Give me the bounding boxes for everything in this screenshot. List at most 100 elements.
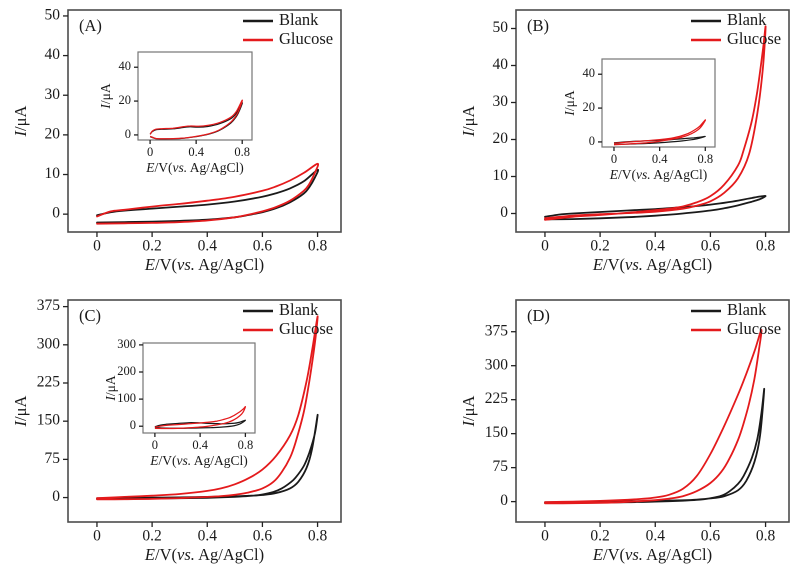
x-tick-label: 0.8 [756,527,776,544]
x-tick-label: 0.4 [652,152,668,166]
panel-label: (A) [79,16,102,35]
x-tick-label: 0 [611,152,617,166]
x-tick-label: 0.6 [701,237,721,254]
legend-label-blank: Blank [279,300,319,319]
panel-label: (C) [79,306,101,325]
y-tick-label: 225 [485,390,509,407]
legend-label-glucose: Glucose [727,29,781,48]
panel-label: (B) [527,16,549,35]
y-tick-label: 30 [45,86,61,103]
curve-blank [96,414,319,500]
x-tick-label: 0.4 [188,145,204,159]
y-tick-label: 200 [117,364,136,378]
y-tick-label: 20 [493,130,509,147]
y-tick-label: 40 [119,59,132,73]
x-tick-label: 0.4 [646,237,666,254]
inset-curve-glucose [613,119,707,146]
curve-glucose [96,315,319,501]
y-axis-title: I/μA [11,105,30,137]
y-tick-label: 75 [45,450,61,467]
legend-label-blank: Blank [279,10,319,29]
curve-blank [96,168,320,224]
x-tick-label: 0.2 [590,237,609,254]
curve-glucose [544,25,767,221]
x-axis-title: E/V(vs. Ag/AgCl) [592,255,712,274]
x-tick-label: 0.2 [142,527,161,544]
y-axis-title: I/μA [459,395,478,427]
curve-blank [544,387,766,504]
curve-glucose [544,328,763,505]
x-tick-label: 0.4 [646,527,666,544]
x-tick-label: 0.4 [198,237,218,254]
x-tick-label: 0 [152,438,158,452]
legend-label-glucose: Glucose [279,29,333,48]
legend-label-blank: Blank [727,300,767,319]
y-tick-label: 300 [485,356,509,373]
y-tick-label: 0 [130,418,136,432]
curve-blank [544,195,767,221]
inset-plot-frame [601,58,716,148]
x-tick-label: 0.6 [253,237,273,254]
inset-y-axis-title: I/μA [98,83,113,109]
y-tick-label: 375 [37,297,61,314]
x-tick-label: 0.8 [238,438,254,452]
y-tick-label: 0 [589,134,595,148]
inset-curve-glucose [154,406,247,430]
y-tick-label: 20 [583,100,596,114]
plot-frame [67,299,342,523]
x-tick-label: 0 [147,145,153,159]
y-tick-label: 40 [45,46,61,63]
x-tick-label: 0.8 [308,237,328,254]
inset-curve-glucose [149,99,243,140]
y-tick-label: 300 [37,335,61,352]
y-tick-label: 0 [52,488,60,505]
y-axis-title: I/μA [11,395,30,427]
y-tick-label: 50 [493,19,509,36]
y-tick-label: 150 [37,412,61,429]
x-tick-label: 0.8 [308,527,328,544]
x-axis-title: E/V(vs. Ag/AgCl) [592,545,712,564]
y-tick-label: 10 [45,165,61,182]
inset-curve-blank [149,102,243,140]
plot-frame [67,9,342,233]
y-tick-label: 150 [485,424,509,441]
x-tick-label: 0.2 [590,527,609,544]
y-tick-label: 225 [37,374,61,391]
x-tick-label: 0.6 [701,527,721,544]
x-tick-label: 0.2 [142,237,161,254]
y-tick-label: 30 [493,93,509,110]
y-tick-label: 0 [125,127,131,141]
panel-chart-D: 0 0.2 0.4 0.6 0.8 0 75 150 225 300 375 (D) BlankGluc… [459,299,790,564]
plot-frame [515,299,790,523]
plot-frame [515,9,790,233]
inset-plot-frame [142,342,256,434]
inset-x-axis-title: E/V(vs. Ag/AgCl) [149,453,248,468]
y-tick-label: 20 [45,125,61,142]
x-axis-title: E/V(vs. Ag/AgCl) [144,545,264,564]
inset-y-axis-title: I/μA [562,90,577,116]
inset-y-axis-title: I/μA [103,375,118,401]
x-tick-label: 0.6 [253,527,273,544]
y-tick-label: 0 [52,205,60,222]
y-tick-label: 40 [583,66,596,80]
x-tick-label: 0 [541,527,549,544]
y-tick-label: 50 [45,7,61,24]
y-tick-label: 0 [500,492,508,509]
y-axis-title: I/μA [459,105,478,137]
inset-x-axis-title: E/V(vs. Ag/AgCl) [609,167,708,182]
curve-glucose [96,162,320,225]
y-tick-label: 75 [493,458,509,475]
y-tick-label: 300 [117,337,136,351]
x-tick-label: 0 [93,237,101,254]
y-tick-label: 20 [119,93,132,107]
inset-plot-frame [137,51,253,141]
x-tick-label: 0.4 [198,527,218,544]
x-tick-label: 0 [541,237,549,254]
y-tick-label: 40 [493,56,509,73]
y-tick-label: 0 [500,204,508,221]
x-axis-title: E/V(vs. Ag/AgCl) [144,255,264,274]
x-tick-label: 0 [93,527,101,544]
